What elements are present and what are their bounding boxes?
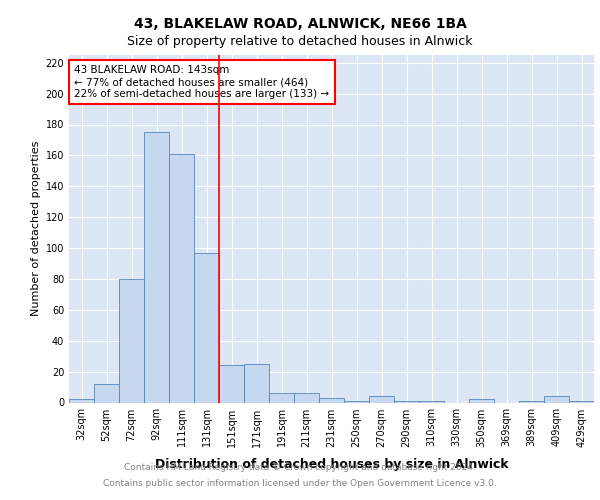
Bar [519, 401, 544, 402]
Bar [294, 393, 319, 402]
Bar [144, 132, 169, 402]
Text: Contains HM Land Registry data © Crown copyright and database right 2024.: Contains HM Land Registry data © Crown c… [124, 464, 476, 472]
Bar [394, 401, 419, 402]
Bar [244, 364, 269, 403]
Bar [219, 366, 244, 403]
Bar [569, 401, 594, 402]
X-axis label: Distribution of detached houses by size in Alnwick: Distribution of detached houses by size … [155, 458, 508, 471]
Bar [319, 398, 344, 402]
Y-axis label: Number of detached properties: Number of detached properties [31, 141, 41, 316]
Bar [544, 396, 569, 402]
Bar [469, 400, 494, 402]
Text: Contains public sector information licensed under the Open Government Licence v3: Contains public sector information licen… [103, 478, 497, 488]
Bar [269, 393, 294, 402]
Bar [94, 384, 119, 402]
Bar [344, 401, 369, 402]
Bar [194, 252, 219, 402]
Text: Size of property relative to detached houses in Alnwick: Size of property relative to detached ho… [127, 35, 473, 48]
Bar [369, 396, 394, 402]
Text: 43, BLAKELAW ROAD, ALNWICK, NE66 1BA: 43, BLAKELAW ROAD, ALNWICK, NE66 1BA [134, 18, 466, 32]
Text: 43 BLAKELAW ROAD: 143sqm
← 77% of detached houses are smaller (464)
22% of semi-: 43 BLAKELAW ROAD: 143sqm ← 77% of detach… [74, 66, 329, 98]
Bar [119, 279, 144, 402]
Bar [69, 400, 94, 402]
Bar [419, 401, 444, 402]
Bar [169, 154, 194, 402]
